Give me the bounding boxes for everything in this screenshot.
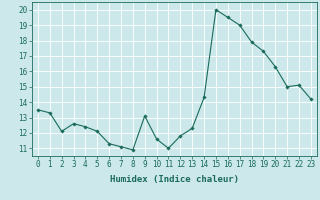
X-axis label: Humidex (Indice chaleur): Humidex (Indice chaleur) <box>110 175 239 184</box>
